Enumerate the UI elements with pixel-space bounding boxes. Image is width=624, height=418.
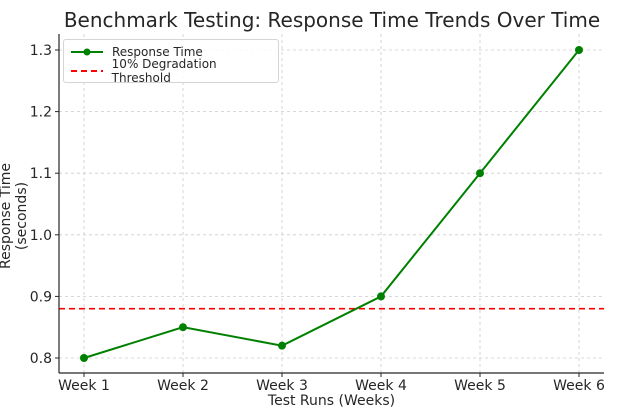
x-tick-label: Week 6 [553, 378, 605, 394]
y-axis-label: Response Time (seconds) [0, 163, 30, 269]
data-point-marker [377, 292, 385, 301]
x-tick-label: Week 4 [355, 378, 407, 394]
chart-title: Benchmark Testing: Response Time Trends … [63, 8, 601, 32]
axes [58, 34, 604, 374]
legend: Response Time 10% Degradation Threshold [63, 39, 279, 85]
y-tick-label: 0.9 [30, 289, 52, 305]
x-tick-label: Week 2 [157, 378, 209, 394]
tick-labels: 0.8 0.9 1.0 1.1 1.2 1.3 Week 1 Week 2 Week 3 Week… [30, 43, 605, 394]
red-dashed-line-icon [71, 70, 103, 72]
x-tick-label: Week 1 [58, 378, 110, 394]
response-time-series [80, 46, 583, 362]
legend-item-threshold: 10% Degradation Threshold [70, 57, 278, 85]
x-tick-label: Week 3 [256, 378, 308, 394]
y-tick-label: 1.0 [30, 228, 52, 244]
y-tick-label: 1.1 [30, 166, 52, 182]
legend-item-response-time: Response Time [70, 43, 203, 61]
data-point-marker [575, 46, 583, 54]
data-point-marker [80, 354, 88, 362]
data-point-marker [179, 323, 187, 332]
response-time-line [83, 49, 580, 359]
legend-label: 10% Degradation Threshold [111, 57, 217, 85]
y-tick-label: 0.8 [30, 351, 52, 367]
x-tick-label: Week 5 [454, 378, 506, 394]
data-point-marker [476, 169, 484, 178]
y-tick-label: 1.3 [30, 43, 52, 59]
legend-label: Response Time [112, 45, 203, 59]
x-axis-label: Test Runs (Weeks) [267, 393, 396, 409]
y-tick-label: 1.2 [30, 105, 52, 121]
green-line-marker-icon [71, 48, 103, 56]
data-point-marker [278, 341, 286, 350]
